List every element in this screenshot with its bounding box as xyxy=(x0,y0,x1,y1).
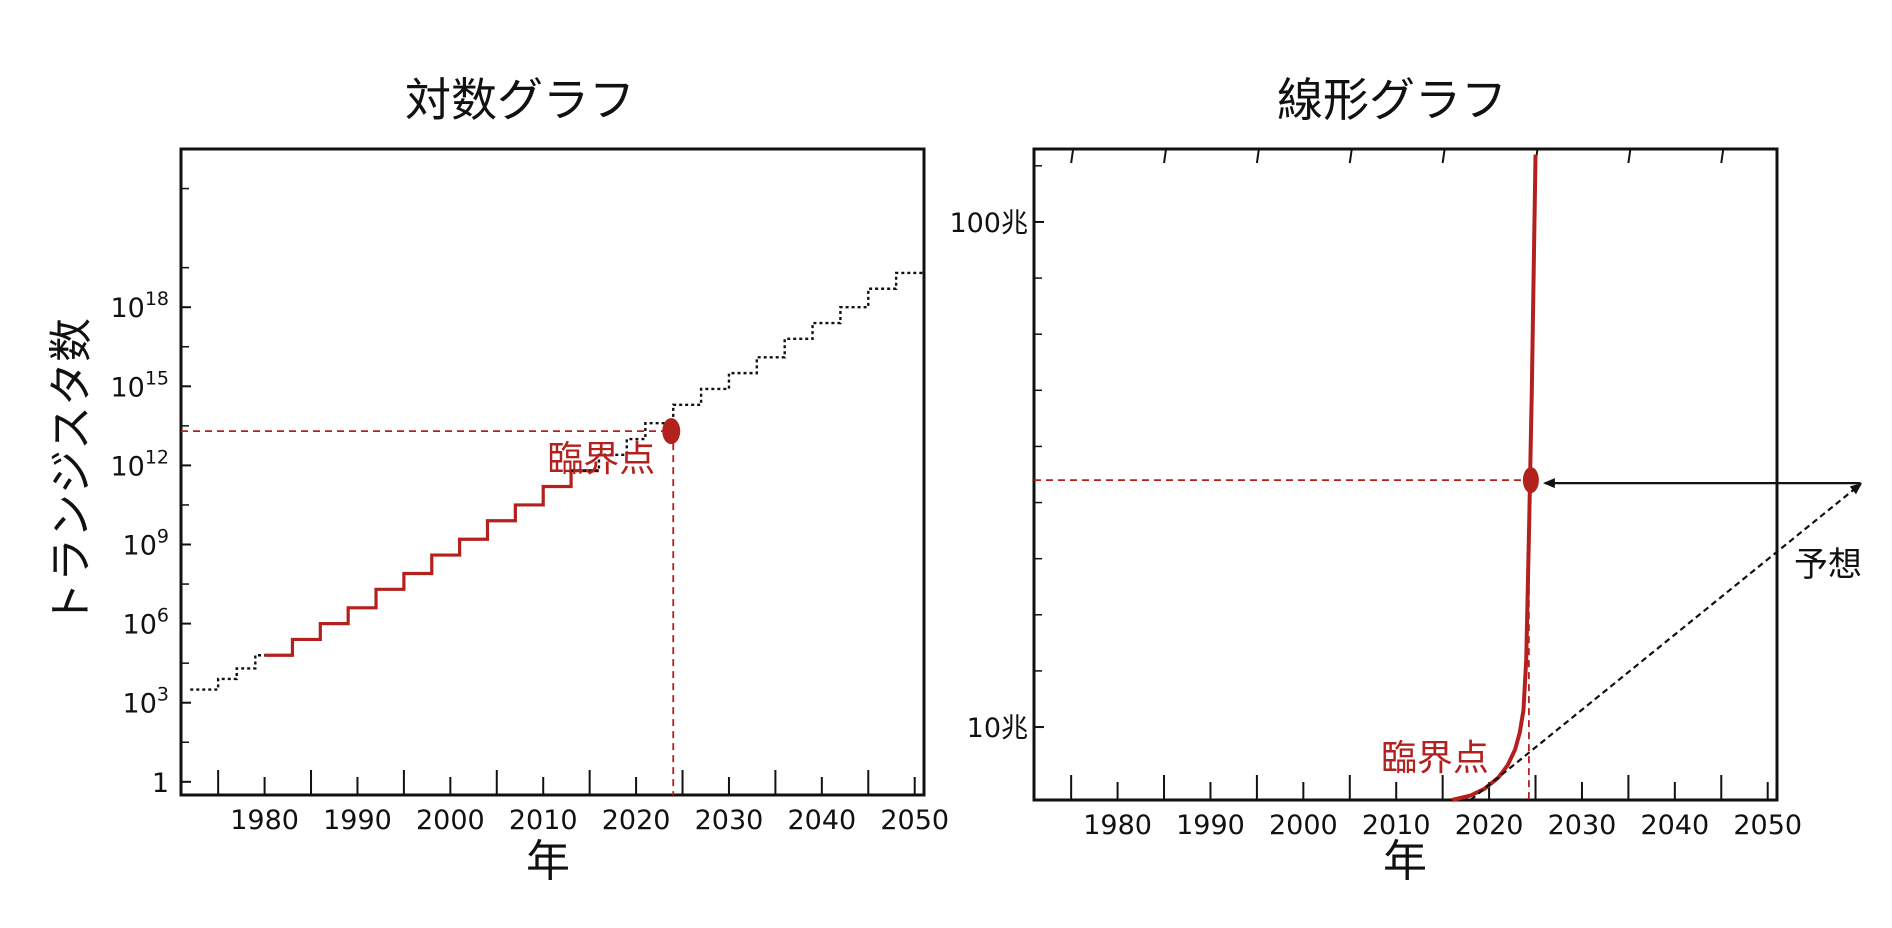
log-chart: 対数グラフ 1980 1990 2000 2010 2020 2030 2040 2050 1 1… xyxy=(46,73,949,887)
log-y-tick-label: 1 xyxy=(152,768,169,799)
log-y-tick-label: 1015 xyxy=(110,367,169,403)
linear-x-top-tick xyxy=(1255,148,1260,164)
log-chart-frame xyxy=(179,147,926,797)
linear-x-top-tick xyxy=(1348,148,1353,164)
linear-critical-label: 臨界点 xyxy=(1381,738,1489,779)
linear-x-tick-label: 2020 xyxy=(1455,810,1524,841)
log-chart-title: 対数グラフ xyxy=(405,73,635,127)
log-x-tick-label: 2000 xyxy=(416,805,485,836)
linear-y-tick-label: 100兆 xyxy=(949,208,1028,239)
linear-series-line xyxy=(1451,154,1538,802)
linear-chart-title: 線形グラフ xyxy=(1277,73,1507,127)
log-y-tick-label: 103 xyxy=(123,684,169,720)
log-y-tick-label: 1018 xyxy=(110,288,169,324)
log-critical-point xyxy=(662,418,681,445)
linear-x-top-tick xyxy=(1627,148,1632,164)
log-extrapolated-line xyxy=(190,654,265,691)
forecast-label: 予想 xyxy=(1794,545,1862,585)
linear-x-top-tick xyxy=(1720,148,1725,164)
linear-x-tick-label: 1990 xyxy=(1176,810,1245,841)
log-x-tick-label: 2020 xyxy=(602,805,671,836)
log-chart-x-label: 年 xyxy=(526,836,570,887)
log-x-tick-label: 2030 xyxy=(695,805,764,836)
forecast-dashed-arrow xyxy=(1469,482,1863,801)
log-series-line xyxy=(264,469,599,657)
linear-x-tick-label: 2050 xyxy=(1733,810,1802,841)
linear-chart-frame xyxy=(1032,147,1779,802)
log-extrapolated-line xyxy=(571,271,924,472)
linear-y-tick-label: 10兆 xyxy=(967,713,1028,744)
linear-x-top-tick xyxy=(1441,148,1446,164)
log-y-tick-label: 1012 xyxy=(110,446,169,482)
log-y-tick-label: 109 xyxy=(123,526,169,562)
linear-x-tick-label: 2030 xyxy=(1548,810,1617,841)
linear-x-top-tick xyxy=(1163,148,1168,164)
linear-x-tick-label: 2010 xyxy=(1362,810,1431,841)
log-x-tick-label: 2010 xyxy=(509,805,578,836)
linear-critical-point xyxy=(1522,467,1539,494)
log-chart-y-label: トランジスタ数 xyxy=(46,318,97,626)
log-x-tick-label: 1980 xyxy=(230,805,299,836)
linear-chart: 線形グラフ 1980 1990 2000 2010 2020 2030 2040 2050 10… xyxy=(949,73,1863,887)
linear-x-tick-label: 2040 xyxy=(1640,810,1709,841)
log-y-tick-label: 106 xyxy=(123,605,169,641)
log-critical-label: 臨界点 xyxy=(547,439,655,480)
linear-x-top-tick xyxy=(1070,148,1075,164)
log-x-tick-label: 1990 xyxy=(323,805,392,836)
linear-x-tick-label: 1980 xyxy=(1083,810,1152,841)
linear-chart-x-label: 年 xyxy=(1383,836,1427,887)
log-x-tick-label: 2040 xyxy=(787,805,856,836)
linear-x-tick-label: 2000 xyxy=(1269,810,1338,841)
log-x-tick-label: 2050 xyxy=(880,805,949,836)
